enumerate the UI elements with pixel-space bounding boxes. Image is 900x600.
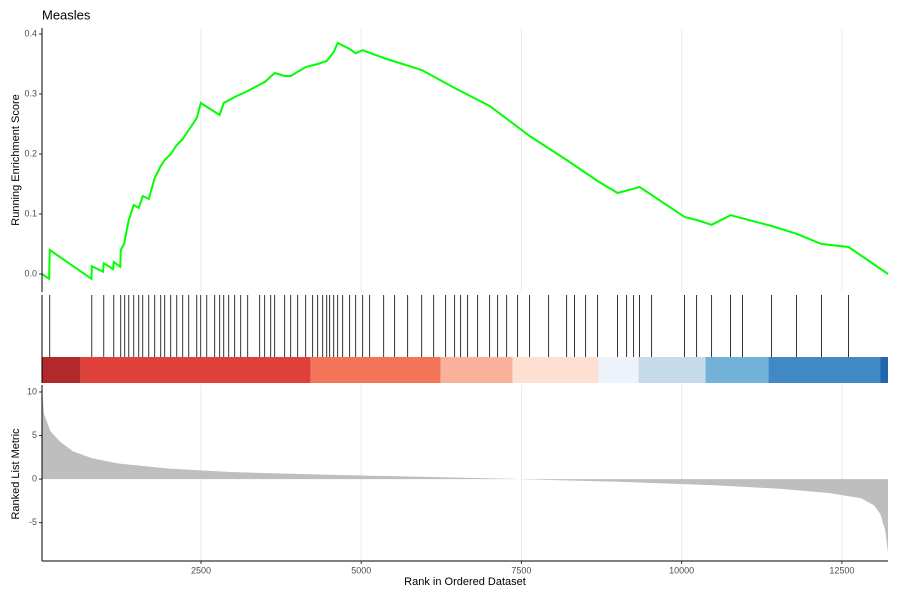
rank-band (512, 357, 599, 383)
y-axis-label: Running Enrichment Score (10, 94, 22, 225)
y-tick-label: 0.0 (24, 268, 37, 278)
rank-band (638, 357, 706, 383)
x-tick-label: 12500 (829, 565, 854, 575)
y-tick-label: 0 (32, 473, 37, 483)
x-tick-label: 2500 (191, 565, 211, 575)
y-tick-label: 0.4 (24, 28, 37, 38)
chart-title: Measles (42, 7, 91, 22)
rank-band (598, 357, 639, 383)
y-tick-label: 10 (27, 386, 37, 396)
rank-band (80, 357, 311, 383)
enrichment-line (41, 41, 889, 281)
rank-band (880, 357, 888, 383)
x-axis-label: Rank in Ordered Dataset (404, 576, 526, 588)
y-tick-label: 5 (32, 430, 37, 440)
rank-band (440, 357, 513, 383)
y-tick-label: 0.1 (24, 208, 37, 218)
x-tick-label: 10000 (669, 565, 694, 575)
metric-area (42, 387, 888, 554)
rank-band (768, 357, 881, 383)
rank-band (310, 357, 441, 383)
x-tick-label: 5000 (351, 565, 371, 575)
x-tick-label: 7500 (511, 565, 531, 575)
rank-band (42, 357, 81, 383)
y-axis-label: Ranked List Metric (10, 428, 22, 520)
y-tick-label: 0.3 (24, 88, 37, 98)
rank-band (705, 357, 769, 383)
y-tick-label: -5 (29, 517, 37, 527)
y-tick-label: 0.2 (24, 148, 37, 158)
